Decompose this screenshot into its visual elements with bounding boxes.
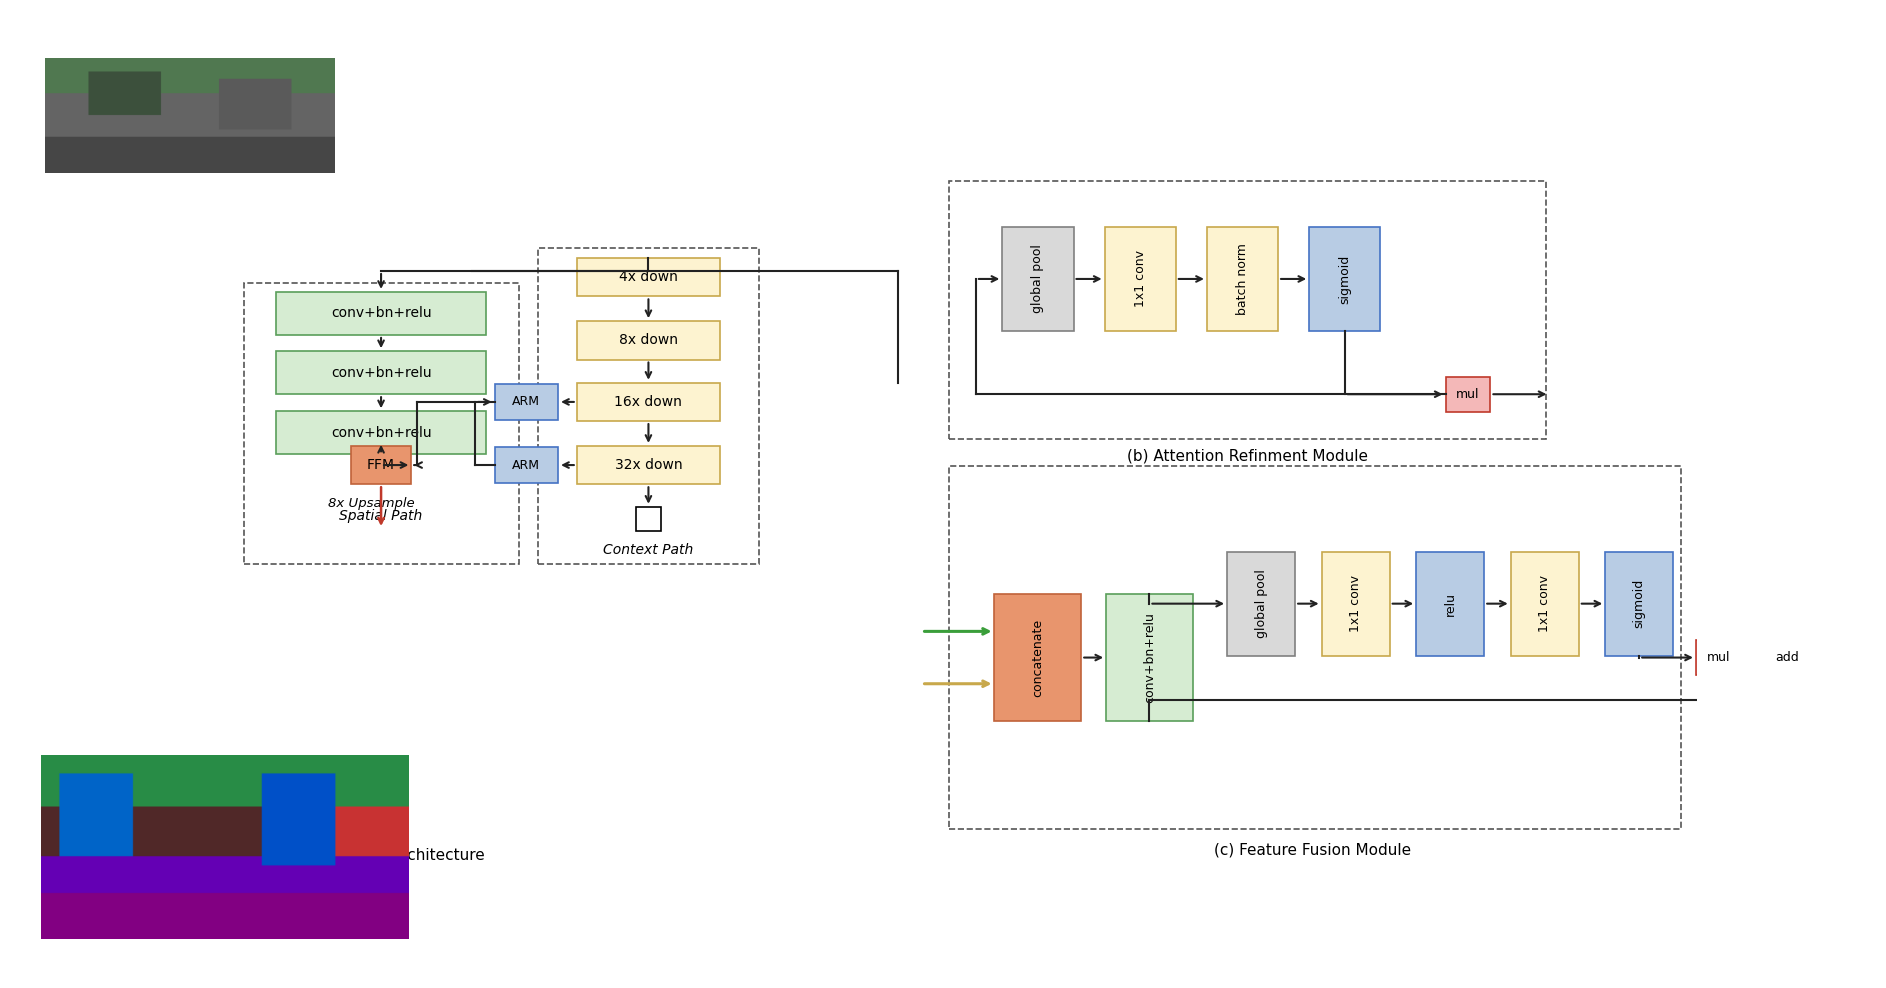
Text: 4x down: 4x down bbox=[619, 270, 677, 285]
Text: global pool: global pool bbox=[1254, 569, 1267, 638]
Text: conv+bn+relu: conv+bn+relu bbox=[1143, 613, 1156, 703]
FancyBboxPatch shape bbox=[1445, 376, 1490, 412]
FancyBboxPatch shape bbox=[577, 382, 720, 421]
FancyBboxPatch shape bbox=[1105, 594, 1192, 721]
Text: 32x down: 32x down bbox=[615, 458, 683, 472]
Text: batch norm: batch norm bbox=[1235, 243, 1249, 315]
FancyBboxPatch shape bbox=[277, 291, 487, 335]
Text: global pool: global pool bbox=[1032, 244, 1045, 313]
FancyBboxPatch shape bbox=[1605, 551, 1673, 656]
Text: Spatial Path: Spatial Path bbox=[339, 509, 422, 523]
FancyBboxPatch shape bbox=[1105, 227, 1175, 331]
FancyBboxPatch shape bbox=[277, 351, 487, 394]
Text: concatenate: concatenate bbox=[1032, 618, 1045, 697]
FancyBboxPatch shape bbox=[1416, 551, 1484, 656]
FancyBboxPatch shape bbox=[351, 446, 411, 484]
Text: FFM: FFM bbox=[368, 458, 394, 472]
Text: conv+bn+relu: conv+bn+relu bbox=[330, 306, 432, 320]
Text: sigmoid: sigmoid bbox=[1633, 579, 1646, 628]
Text: conv+bn+relu: conv+bn+relu bbox=[330, 366, 432, 379]
FancyBboxPatch shape bbox=[1228, 551, 1296, 656]
FancyBboxPatch shape bbox=[577, 321, 720, 360]
FancyBboxPatch shape bbox=[636, 507, 660, 532]
FancyBboxPatch shape bbox=[1001, 227, 1073, 331]
Text: sigmoid: sigmoid bbox=[1339, 254, 1350, 303]
FancyBboxPatch shape bbox=[994, 594, 1081, 721]
FancyBboxPatch shape bbox=[1207, 227, 1279, 331]
Text: add: add bbox=[1775, 651, 1799, 664]
Text: (b) Attention Refinment Module: (b) Attention Refinment Module bbox=[1126, 449, 1367, 463]
Text: 1x1 conv: 1x1 conv bbox=[1539, 575, 1550, 632]
FancyBboxPatch shape bbox=[494, 384, 558, 420]
FancyBboxPatch shape bbox=[1696, 640, 1741, 675]
Text: 1x1 conv: 1x1 conv bbox=[1133, 250, 1147, 307]
Text: ARM: ARM bbox=[513, 458, 541, 471]
Text: conv+bn+relu: conv+bn+relu bbox=[330, 426, 432, 440]
Text: 8x Upsample: 8x Upsample bbox=[328, 497, 415, 510]
FancyBboxPatch shape bbox=[494, 448, 558, 483]
FancyBboxPatch shape bbox=[577, 446, 720, 484]
Text: Context Path: Context Path bbox=[604, 542, 694, 557]
Text: 1x1 conv: 1x1 conv bbox=[1348, 575, 1362, 632]
FancyBboxPatch shape bbox=[277, 411, 487, 454]
Text: (a) Network Architecture: (a) Network Architecture bbox=[296, 847, 485, 863]
FancyBboxPatch shape bbox=[1322, 551, 1390, 656]
Text: mul: mul bbox=[1707, 651, 1729, 664]
FancyBboxPatch shape bbox=[577, 258, 720, 296]
FancyBboxPatch shape bbox=[1511, 551, 1579, 656]
Text: 8x down: 8x down bbox=[619, 333, 677, 348]
Text: relu: relu bbox=[1443, 592, 1456, 616]
Text: (c) Feature Fusion Module: (c) Feature Fusion Module bbox=[1215, 843, 1411, 858]
FancyBboxPatch shape bbox=[1309, 227, 1381, 331]
FancyBboxPatch shape bbox=[1765, 640, 1811, 675]
Text: 16x down: 16x down bbox=[615, 395, 683, 409]
Text: mul: mul bbox=[1456, 387, 1481, 401]
Text: ARM: ARM bbox=[513, 395, 541, 408]
